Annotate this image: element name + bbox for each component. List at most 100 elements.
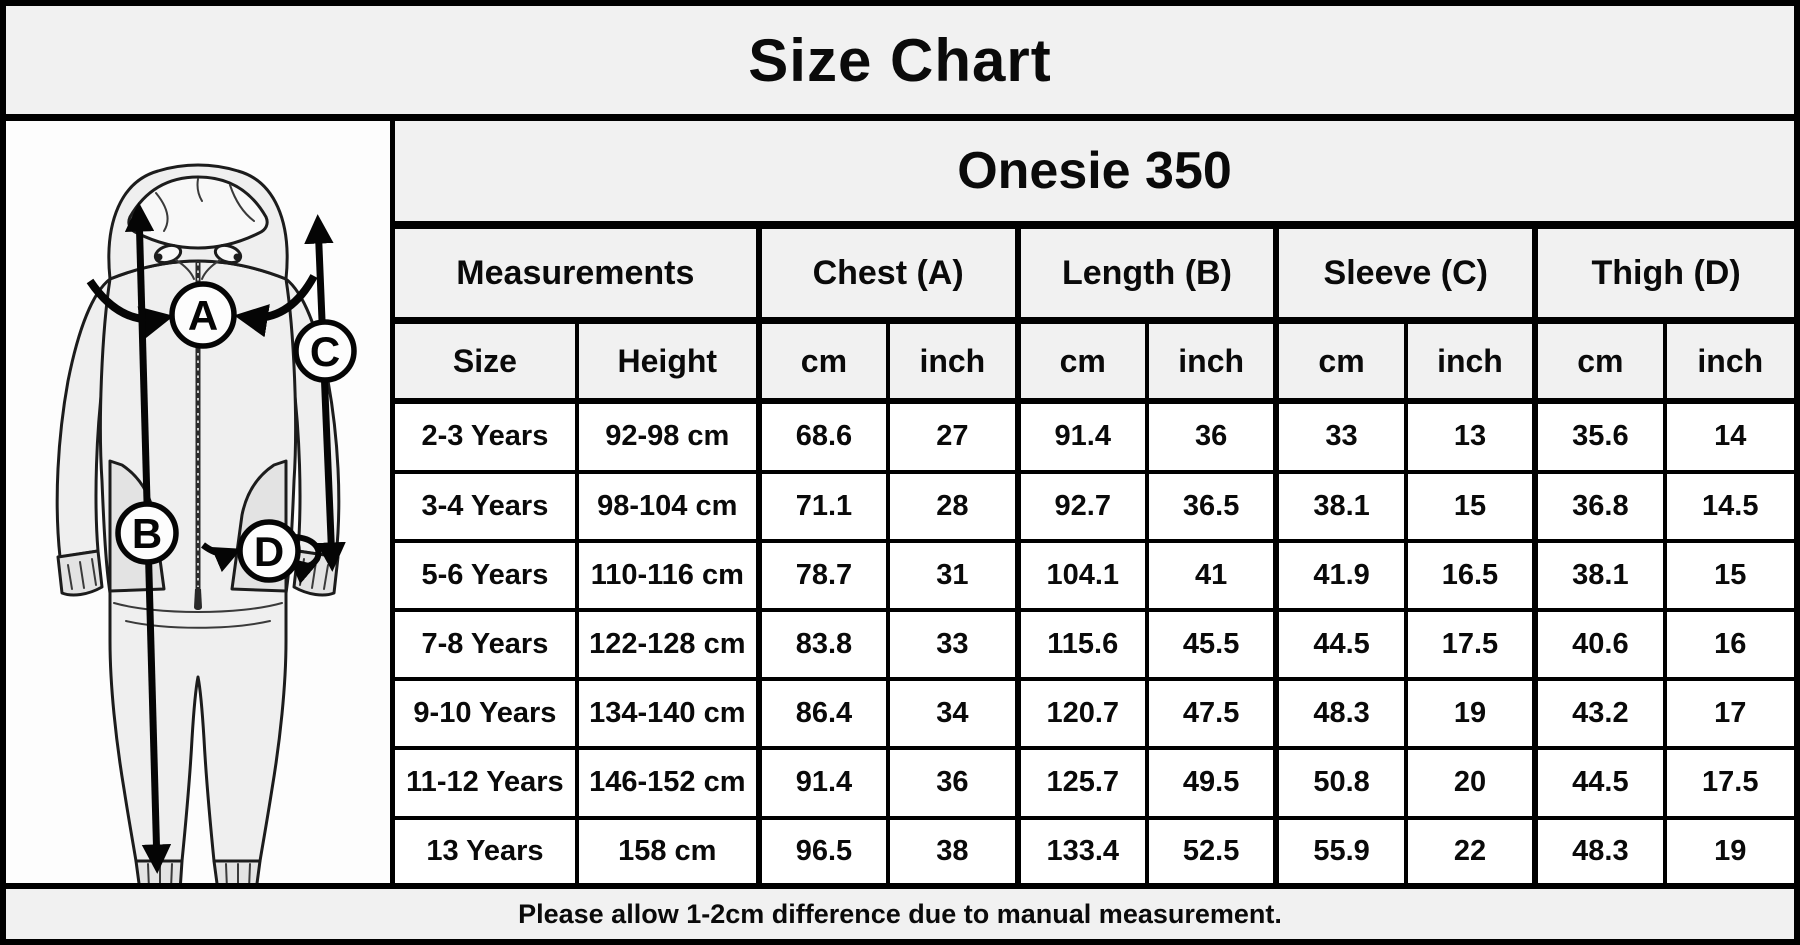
cell-cm: 125.7 bbox=[1014, 746, 1149, 820]
cell-inch: 36.5 bbox=[1144, 469, 1279, 544]
cell-inch: 36 bbox=[886, 746, 1020, 820]
sub-header-inch: inch bbox=[1403, 318, 1538, 404]
sub-header-size: Size bbox=[395, 318, 579, 404]
cell-cm: 41.9 bbox=[1273, 539, 1408, 613]
cell-height: 158 cm bbox=[574, 815, 761, 883]
cell-inch: 16.5 bbox=[1403, 539, 1538, 613]
cell-cm: 40.6 bbox=[1532, 608, 1667, 682]
cell-inch: 19 bbox=[1662, 815, 1794, 883]
size-row: 5-6 Years 110-116 cm 78.7 31 104.1 41 41.9 16.5… bbox=[395, 539, 1794, 613]
cell-cm: 91.4 bbox=[1014, 399, 1149, 474]
cell-cm: 44.5 bbox=[1273, 608, 1408, 682]
cell-size: 5-6 Years bbox=[395, 539, 579, 613]
cell-cm: 120.7 bbox=[1014, 677, 1149, 751]
cell-inch: 14.5 bbox=[1662, 469, 1794, 544]
cell-size: 7-8 Years bbox=[395, 608, 579, 682]
cell-inch: 28 bbox=[886, 469, 1020, 544]
cell-cm: 115.6 bbox=[1014, 608, 1149, 682]
cell-inch: 14 bbox=[1662, 399, 1794, 474]
group-header-length: Length (B) bbox=[1014, 223, 1279, 324]
cell-cm: 55.9 bbox=[1273, 815, 1408, 883]
product-title-row: Onesie 350 bbox=[395, 121, 1794, 229]
badge-d-letter: D bbox=[254, 528, 284, 575]
cell-cm: 83.8 bbox=[755, 608, 891, 682]
cell-inch: 34 bbox=[886, 677, 1020, 751]
sub-header-cm: cm bbox=[1273, 318, 1408, 404]
sub-header-inch: inch bbox=[1144, 318, 1279, 404]
cell-inch: 41 bbox=[1144, 539, 1279, 613]
cell-inch: 17.5 bbox=[1403, 608, 1538, 682]
footer-band: Please allow 1-2cm difference due to man… bbox=[6, 883, 1794, 939]
cell-cm: 50.8 bbox=[1273, 746, 1408, 820]
cell-cm: 68.6 bbox=[755, 399, 891, 474]
cell-cm: 78.7 bbox=[755, 539, 891, 613]
thigh-wrap-arrow bbox=[289, 534, 322, 585]
cell-inch: 17 bbox=[1662, 677, 1794, 751]
size-row: 9-10 Years 134-140 cm 86.4 34 120.7 47.5 48.3 1… bbox=[395, 677, 1794, 751]
sleeve-arrow bbox=[304, 214, 346, 572]
measurement-disclaimer: Please allow 1-2cm difference due to man… bbox=[518, 898, 1282, 929]
zipper-pull bbox=[194, 589, 202, 610]
size-row: 2-3 Years 92-98 cm 68.6 27 91.4 36 33 13 35.6 14 bbox=[395, 399, 1794, 474]
sub-header-inch: inch bbox=[886, 318, 1020, 404]
group-header-row: Measurements Chest (A) Length (B) Sleeve… bbox=[395, 223, 1794, 324]
cell-size: 9-10 Years bbox=[395, 677, 579, 751]
cell-cm: 48.3 bbox=[1273, 677, 1408, 751]
badge-d: D bbox=[237, 519, 301, 583]
cell-inch: 17.5 bbox=[1662, 746, 1794, 820]
size-row: 13 Years 158 cm 96.5 38 133.4 52.5 55.9 22 48.3 1… bbox=[395, 815, 1794, 883]
badge-b: B bbox=[115, 501, 179, 565]
main-area: A B C D bbox=[6, 121, 1794, 883]
cell-inch: 20 bbox=[1403, 746, 1538, 820]
cell-cm: 104.1 bbox=[1014, 539, 1149, 613]
size-row: 11-12 Years 146-152 cm 91.4 36 125.7 49.5 50.8… bbox=[395, 746, 1794, 820]
badge-a-letter: A bbox=[188, 292, 218, 339]
unit-header-row: Size Height cm inch cm inch cm inch cm inch bbox=[395, 318, 1794, 404]
badge-c-letter: C bbox=[310, 328, 340, 375]
cell-cm: 96.5 bbox=[755, 815, 891, 883]
cell-inch: 45.5 bbox=[1144, 608, 1279, 682]
cell-height: 122-128 cm bbox=[574, 608, 761, 682]
cell-cm: 38.1 bbox=[1532, 539, 1667, 613]
cell-cm: 71.1 bbox=[755, 469, 891, 544]
cell-cm: 38.1 bbox=[1273, 469, 1408, 544]
measure-badges: A B C D bbox=[115, 281, 357, 583]
group-header-measurements: Measurements bbox=[395, 223, 761, 324]
cell-inch: 52.5 bbox=[1144, 815, 1279, 883]
thigh-pointer-arrow bbox=[201, 542, 242, 573]
cell-size: 2-3 Years bbox=[395, 399, 579, 474]
cell-inch: 49.5 bbox=[1144, 746, 1279, 820]
cell-height: 98-104 cm bbox=[574, 469, 761, 544]
cell-height: 92-98 cm bbox=[574, 399, 761, 474]
figure-panel: A B C D bbox=[6, 121, 395, 883]
cell-cm: 91.4 bbox=[755, 746, 891, 820]
page-title: Size Chart bbox=[748, 26, 1052, 94]
cell-cm: 133.4 bbox=[1014, 815, 1149, 883]
sleeve-left-illustration bbox=[55, 277, 112, 597]
cell-height: 110-116 cm bbox=[574, 539, 761, 613]
cell-cm: 92.7 bbox=[1014, 469, 1149, 544]
group-header-sleeve: Sleeve (C) bbox=[1273, 223, 1538, 324]
cell-inch: 15 bbox=[1403, 469, 1538, 544]
size-row: 3-4 Years 98-104 cm 71.1 28 92.7 36.5 38.1 15 36… bbox=[395, 469, 1794, 544]
badge-a: A bbox=[169, 281, 237, 349]
group-header-chest: Chest (A) bbox=[755, 223, 1020, 324]
onesie-measurement-diagram: A B C D bbox=[55, 163, 357, 883]
cell-inch: 22 bbox=[1403, 815, 1538, 883]
cell-inch: 33 bbox=[886, 608, 1020, 682]
cell-cm: 44.5 bbox=[1532, 746, 1667, 820]
group-header-thigh: Thigh (D) bbox=[1532, 223, 1794, 324]
cell-size: 3-4 Years bbox=[395, 469, 579, 544]
product-title: Onesie 350 bbox=[395, 121, 1794, 229]
cell-inch: 47.5 bbox=[1144, 677, 1279, 751]
cell-cm: 36.8 bbox=[1532, 469, 1667, 544]
cell-inch: 13 bbox=[1403, 399, 1538, 474]
cell-inch: 19 bbox=[1403, 677, 1538, 751]
size-table: Onesie 350 Measurements Chest (A) Length… bbox=[395, 121, 1794, 883]
badge-c: C bbox=[293, 319, 357, 383]
size-table-body: 2-3 Years 92-98 cm 68.6 27 91.4 36 33 13 35.6 14 3… bbox=[395, 399, 1794, 883]
cell-cm: 43.2 bbox=[1532, 677, 1667, 751]
cell-inch: 38 bbox=[886, 815, 1020, 883]
sub-header-cm: cm bbox=[1014, 318, 1149, 404]
